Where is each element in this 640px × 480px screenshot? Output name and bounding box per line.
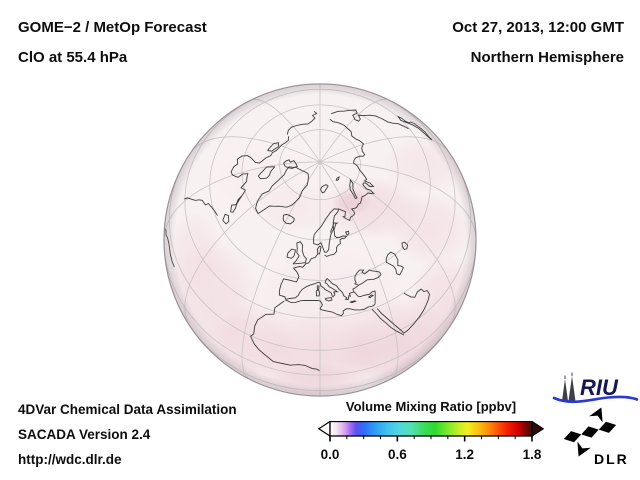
plot-datetime-block: Oct 27, 2013, 12:00 GMT Northern Hemisph… bbox=[452, 13, 624, 73]
dlr-logo-text: DLR bbox=[594, 451, 629, 467]
colorbar-tick-label: 1.8 bbox=[522, 447, 542, 462]
cathedral-spire-icon bbox=[562, 379, 568, 401]
colorbar-left-arrow-icon bbox=[317, 420, 331, 438]
colorbar-gradient bbox=[317, 420, 545, 442]
dlr-emblem-icon bbox=[563, 407, 617, 457]
riu-logo-text: RIU bbox=[580, 375, 619, 400]
colorbar-tick-label: 0.6 bbox=[387, 447, 407, 462]
colorbar-tick-label: 0.0 bbox=[320, 447, 340, 462]
plot-title: GOME−2 / MetOp Forecast bbox=[18, 19, 207, 36]
dlr-logo: DLR bbox=[563, 407, 629, 467]
plot-region: Northern Hemisphere bbox=[470, 49, 624, 66]
cathedral-spire-icon bbox=[568, 376, 576, 401]
colorbar-tick-labels: 0.0 0.6 1.2 1.8 bbox=[318, 447, 544, 463]
plot-subtitle: ClO at 55.4 hPa bbox=[18, 49, 128, 66]
rhine-wave-icon bbox=[552, 395, 639, 404]
colorbar-title: Volume Mixing Ratio [ppbv] bbox=[345, 399, 517, 414]
globe-limb bbox=[163, 83, 477, 397]
colorbar-bar bbox=[329, 420, 533, 437]
colorbar-right-arrow-icon bbox=[531, 420, 545, 438]
colorbar-tick-label: 1.2 bbox=[455, 447, 475, 462]
credit-line-2: SACADA Version 2.4 bbox=[18, 427, 151, 442]
colorbar-strip bbox=[317, 420, 545, 442]
colorbar-ticks bbox=[329, 436, 533, 442]
plot-title-block: GOME−2 / MetOp Forecast ClO at 55.4 hPa bbox=[18, 13, 207, 73]
credit-url: http://wdc.dlr.de bbox=[18, 452, 122, 467]
credits-block: 4DVar Chemical Data Assimilation SACADA … bbox=[18, 397, 237, 472]
riu-logo: RIU bbox=[552, 372, 639, 404]
plot-datetime: Oct 27, 2013, 12:00 GMT bbox=[452, 19, 624, 36]
colorbar: Volume Mixing Ratio [ppbv] 0.0 0.6 1.2 1.8 bbox=[317, 399, 545, 463]
credit-line-1: 4DVar Chemical Data Assimilation bbox=[18, 402, 237, 417]
